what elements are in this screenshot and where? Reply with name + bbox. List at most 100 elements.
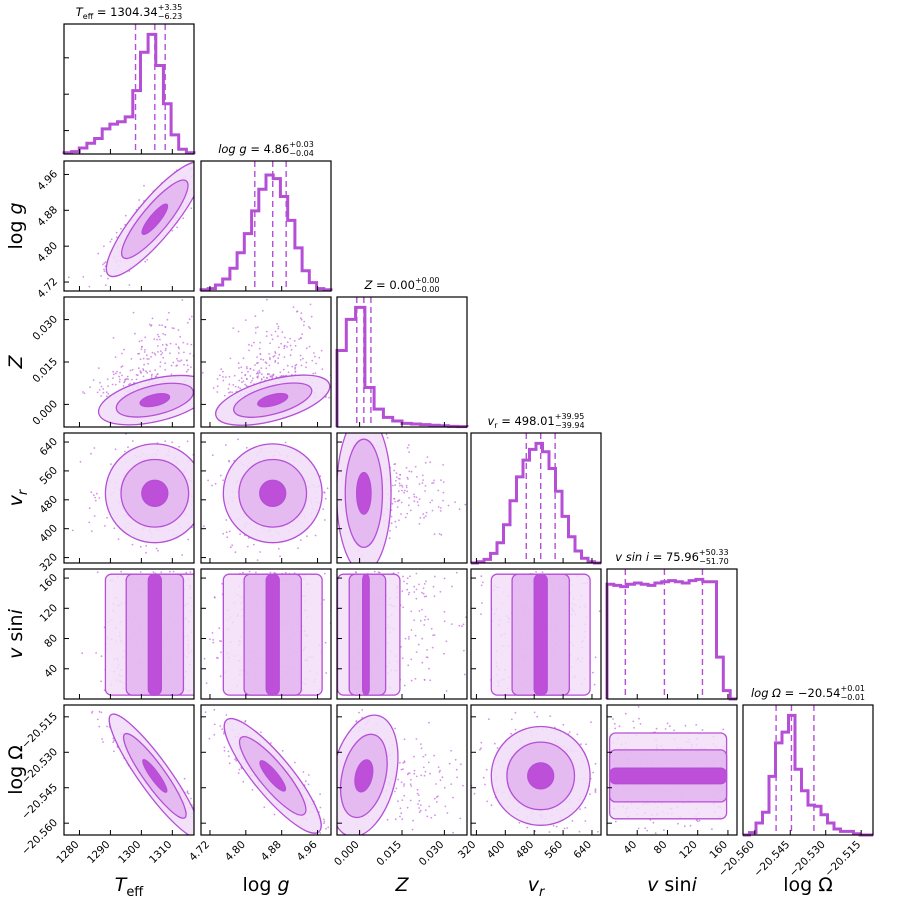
scatter-point	[221, 840, 223, 842]
scatter-point	[139, 371, 142, 374]
scatter-point	[197, 498, 199, 500]
scatter-point	[197, 696, 199, 698]
contour-inner	[362, 573, 370, 696]
scatter-point	[269, 342, 271, 345]
scatter-point	[259, 341, 262, 344]
scatter-point	[149, 370, 152, 373]
scatter-point	[198, 178, 200, 180]
scatter-point	[399, 473, 401, 476]
scatter-point	[113, 750, 115, 753]
scatter-point	[333, 830, 335, 832]
scatter-point	[310, 315, 313, 318]
scatter-point	[132, 311, 135, 314]
scatter-point	[286, 364, 289, 367]
scatter-point	[268, 364, 271, 367]
scatter-point	[119, 378, 121, 381]
scatter-point	[93, 515, 96, 517]
scatter-point	[240, 377, 243, 379]
scatter-point	[339, 385, 341, 387]
scatter-point	[169, 342, 172, 345]
contour-inner	[142, 758, 168, 793]
panel-frame	[63, 704, 195, 836]
scatter-point	[98, 497, 101, 499]
scatter-point	[242, 780, 245, 783]
scatter-point	[294, 364, 297, 367]
scatter-point	[103, 268, 105, 271]
scatter-point	[106, 378, 109, 380]
scatter-point	[422, 592, 425, 595]
scatter-point	[402, 606, 405, 609]
scatter-point	[212, 641, 215, 644]
scatter-point	[104, 525, 106, 527]
scatter-point	[213, 601, 215, 603]
scatter-point	[156, 373, 159, 376]
scatter-point	[195, 722, 197, 724]
scatter-point	[425, 656, 428, 658]
scatter-point	[322, 508, 325, 510]
scatter-point	[247, 370, 249, 373]
scatter-point	[396, 500, 399, 503]
scatter-point	[413, 500, 416, 503]
scatter-point	[143, 363, 146, 366]
scatter-point	[102, 388, 105, 390]
scatter-point	[219, 725, 222, 727]
scatter-point	[216, 391, 219, 393]
scatter-point	[409, 509, 412, 512]
panel-vsini-vs-vr	[470, 568, 602, 700]
scatter-point	[164, 349, 167, 352]
scatter-point	[398, 519, 400, 522]
scatter-point	[429, 679, 432, 682]
scatter-point	[279, 555, 281, 558]
scatter-point	[214, 576, 216, 578]
scatter-point	[405, 486, 408, 489]
scatter-point	[280, 342, 282, 345]
scatter-point	[197, 199, 199, 201]
scatter-point	[209, 638, 211, 641]
scatter-point	[213, 847, 215, 849]
contour-inner	[257, 392, 289, 408]
scatter-point	[139, 358, 142, 361]
scatter-point	[303, 320, 306, 323]
scatter-point	[421, 474, 424, 477]
scatter-point	[237, 330, 240, 333]
scatter-point	[90, 491, 93, 494]
scatter-point	[277, 325, 280, 328]
scatter-point	[255, 372, 258, 375]
scatter-point	[118, 380, 121, 383]
scatter-point	[222, 479, 225, 482]
scatter-point	[83, 392, 86, 395]
scatter-point	[175, 343, 178, 346]
scatter-point	[423, 516, 425, 519]
scatter-point	[423, 619, 426, 621]
scatter-point	[127, 378, 130, 381]
scatter-point	[203, 500, 205, 502]
scatter-point	[442, 481, 445, 483]
scatter-point	[146, 259, 149, 261]
scatter-point	[160, 571, 163, 574]
scatter-point	[186, 790, 189, 793]
scatter-point	[232, 327, 235, 329]
scatter-point	[277, 327, 280, 330]
scatter-point	[408, 470, 411, 473]
scatter-point	[232, 384, 235, 386]
scatter-point	[242, 856, 244, 858]
scatter-point	[283, 347, 286, 350]
scatter-point	[151, 317, 154, 320]
scatter-point	[225, 531, 228, 534]
scatter-point	[147, 358, 150, 360]
scatter-point	[162, 356, 165, 359]
scatter-point	[211, 632, 214, 634]
panel-vr-vs-logg	[200, 432, 332, 564]
scatter-point	[390, 515, 393, 518]
scatter-point	[250, 381, 252, 384]
scatter-point	[92, 494, 95, 496]
scatter-point	[228, 530, 231, 533]
scatter-point	[391, 502, 394, 505]
scatter-point	[109, 240, 112, 243]
scatter-point	[447, 504, 450, 507]
scatter-point	[100, 655, 103, 658]
scatter-point	[269, 358, 271, 360]
scatter-point	[429, 501, 432, 504]
scatter-point	[213, 336, 215, 338]
scatter-point	[210, 497, 212, 499]
